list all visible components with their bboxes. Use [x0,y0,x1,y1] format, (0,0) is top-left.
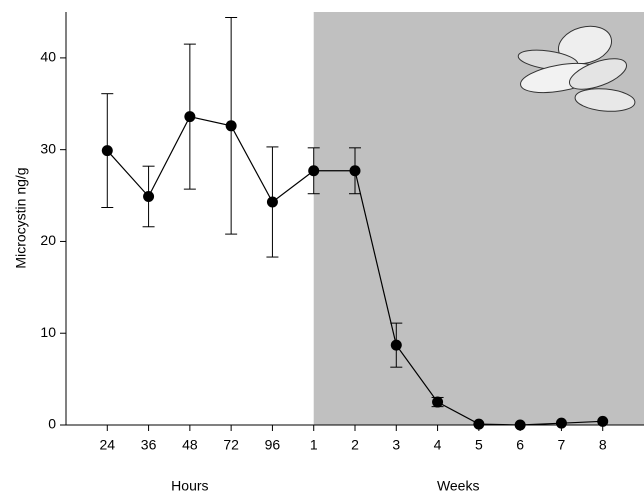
data-point [101,145,113,157]
data-point [432,396,444,408]
y-tick-label: 0 [48,416,56,432]
x-tick-label: 5 [475,437,483,453]
x-tick-label: 6 [516,437,524,453]
mussel-illustration [517,25,636,112]
data-point [225,120,237,132]
x-tick-label: 48 [182,437,198,453]
data-point [514,419,526,431]
data-point [390,339,402,351]
data-point [555,417,567,429]
data-point [184,111,196,123]
data-point [349,165,361,177]
x-tick-label: 4 [434,437,442,453]
x-tick-label: 96 [265,437,281,453]
x-tick-label: 3 [392,437,400,453]
y-tick-label: 20 [40,232,56,248]
x-tick-label: 24 [99,437,115,453]
group-label: Hours [171,478,208,494]
x-tick-label: 36 [141,437,157,453]
data-point [473,418,485,430]
x-tick-label: 72 [223,437,239,453]
data-point [143,190,155,202]
y-tick-label: 10 [40,324,56,340]
x-tick-label: 1 [310,437,318,453]
data-point [266,196,278,208]
x-tick-label: 2 [351,437,359,453]
group-label: Weeks [437,478,480,494]
x-tick-label: 7 [558,437,566,453]
y-axis-label: Microcystin ng/g [13,167,29,268]
data-point [597,415,609,427]
y-tick-label: 40 [40,49,56,65]
y-tick-label: 30 [40,140,56,156]
x-tick-label: 8 [599,437,607,453]
data-point [308,165,320,177]
